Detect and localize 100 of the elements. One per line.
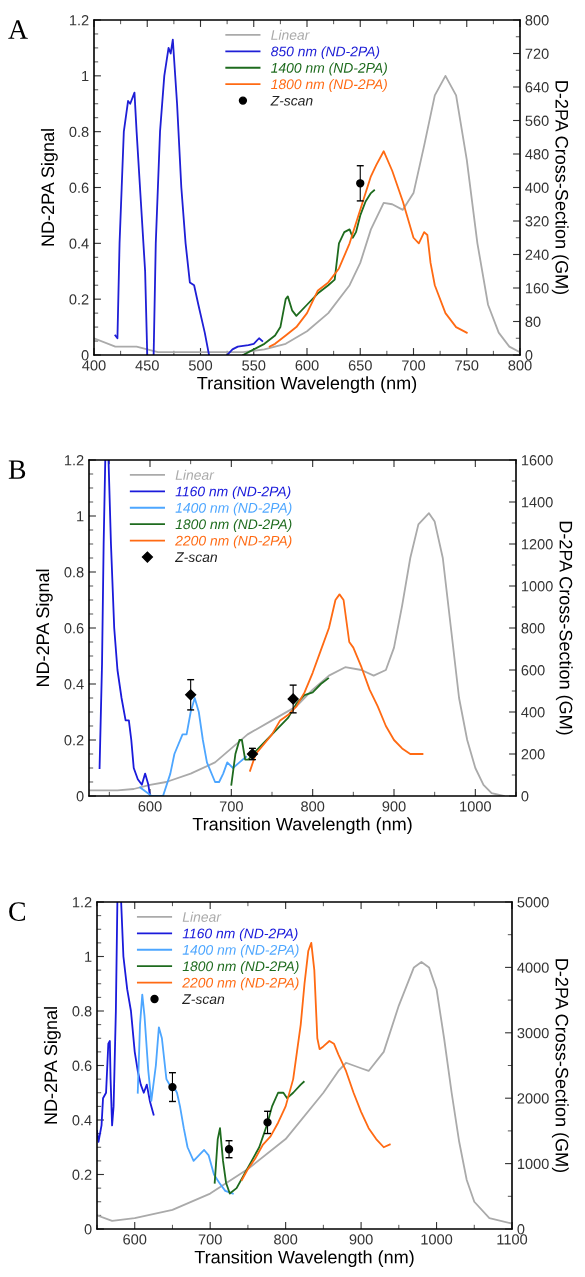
y2-tick-label: 720 bbox=[525, 48, 549, 59]
x-tick-label: 450 bbox=[135, 360, 159, 371]
chart-title: B bbox=[8, 460, 26, 479]
y-axis-title: ND-2PA Signal bbox=[35, 569, 53, 687]
y2-tick-label: 3000 bbox=[517, 1027, 549, 1039]
x-tick-label: 900 bbox=[349, 1234, 373, 1245]
y-tick-label: 0 bbox=[84, 1224, 92, 1235]
y-tick-label: 1 bbox=[82, 71, 89, 82]
y2-tick-label: 1200 bbox=[521, 539, 553, 550]
x-tick-label: 600 bbox=[295, 360, 319, 371]
y2-tick-label: 1400 bbox=[521, 497, 553, 508]
y-tick-label: 0.8 bbox=[69, 126, 89, 138]
legend-label: 2200 nm (ND-2PA) bbox=[182, 977, 299, 991]
y2-tick-label: 200 bbox=[521, 749, 545, 760]
chart-title: C bbox=[9, 902, 25, 921]
y-tick-label: 0.6 bbox=[72, 1060, 92, 1071]
x-tick-label: 700 bbox=[198, 1234, 222, 1245]
line-series bbox=[240, 941, 391, 1181]
y2-tick-label: 2000 bbox=[517, 1093, 549, 1104]
y2-tick-label: 400 bbox=[525, 182, 549, 193]
y2-tick-label: 240 bbox=[525, 249, 549, 260]
point bbox=[224, 1145, 234, 1154]
y2-tick-label: 800 bbox=[521, 623, 545, 634]
x-tick-label: 650 bbox=[348, 360, 372, 371]
y2-tick-label: 1000 bbox=[521, 581, 553, 592]
y2-tick-label: 160 bbox=[525, 283, 549, 294]
y-tick-label: 0.6 bbox=[69, 182, 89, 193]
legend-label: 1800 nm (ND-2PA) bbox=[175, 518, 292, 532]
legend-label: 850 nm (ND-2PA) bbox=[271, 46, 380, 60]
y-tick-label: 0.6 bbox=[64, 623, 84, 634]
x-tick-label: 600 bbox=[123, 1234, 147, 1245]
line-series bbox=[242, 189, 375, 355]
y2-tick-label: 1000 bbox=[517, 1158, 549, 1170]
point bbox=[185, 689, 197, 701]
legend-label: Linear bbox=[182, 911, 222, 922]
y-tick-label: 0.2 bbox=[64, 735, 84, 746]
x-axis-title: Transition Wavelength (nm) bbox=[194, 1250, 414, 1268]
x-tick-label: 400 bbox=[82, 360, 106, 371]
x-tick-label: 550 bbox=[242, 360, 266, 371]
x-tick-label: 1100 bbox=[497, 1234, 528, 1245]
y2-axis-title: D-2PA Cross-Section (GM) bbox=[555, 521, 573, 735]
legend-label: 1400 nm (ND-2PA) bbox=[182, 944, 299, 958]
y2-tick-label: 560 bbox=[525, 115, 549, 126]
legend-label: Z-scan bbox=[182, 994, 225, 1005]
x-tick-label: 800 bbox=[508, 360, 532, 371]
y2-tick-label: 480 bbox=[525, 149, 549, 160]
y2-axis-title: D-2PA Cross-Section (GM) bbox=[551, 959, 569, 1173]
legend-label: 1160 nm (ND-2PA) bbox=[182, 928, 298, 942]
line-series bbox=[213, 1080, 305, 1195]
y-axis-title: ND-2PA Signal bbox=[43, 1007, 61, 1124]
legend-label: Z-scan bbox=[174, 552, 218, 563]
point bbox=[263, 1118, 272, 1127]
y2-tick-label: 80 bbox=[525, 316, 541, 327]
legend-label: 1400 nm (ND-2PA) bbox=[271, 62, 387, 76]
x-axis-title: Transition Wavelength (nm) bbox=[192, 817, 412, 835]
y2-tick-label: 5000 bbox=[517, 897, 549, 908]
line-series bbox=[268, 150, 468, 348]
y2-axis-title: D-2PA Cross-Section (GM) bbox=[551, 81, 569, 295]
x-axis-title: Transition Wavelength (nm) bbox=[197, 376, 417, 394]
y-tick-label: 0.8 bbox=[64, 567, 84, 578]
x-tick-label: 600 bbox=[138, 801, 162, 812]
line-series bbox=[136, 993, 234, 1195]
y-tick-label: 0.2 bbox=[72, 1169, 92, 1180]
x-tick-label: 700 bbox=[219, 801, 243, 812]
y-tick-label: 0.2 bbox=[69, 294, 89, 305]
legend-label: 2200 nm (ND-2PA) bbox=[175, 535, 292, 549]
y2-tick-label: 400 bbox=[521, 707, 545, 718]
y-tick-label: 0 bbox=[76, 791, 84, 802]
y-tick-label: 1 bbox=[77, 511, 84, 522]
y-tick-label: 0.8 bbox=[72, 1006, 92, 1017]
y2-tick-label: 0 bbox=[517, 1224, 525, 1235]
x-tick-label: 750 bbox=[455, 360, 479, 371]
point bbox=[168, 1082, 177, 1092]
x-tick-label: 1000 bbox=[421, 1234, 453, 1245]
y2-tick-label: 320 bbox=[525, 216, 549, 227]
x-tick-label: 1000 bbox=[460, 801, 491, 812]
x-tick-label: 900 bbox=[382, 801, 406, 812]
y-tick-label: 1.2 bbox=[69, 15, 89, 26]
y2-tick-label: 1600 bbox=[521, 455, 553, 466]
y-tick-label: 0.4 bbox=[69, 238, 89, 249]
x-tick-label: 700 bbox=[402, 360, 426, 371]
x-tick-label: 800 bbox=[274, 1234, 298, 1245]
y-tick-label: 1.2 bbox=[72, 897, 92, 908]
y-tick-label: 1 bbox=[85, 951, 92, 962]
legend-label: Linear bbox=[271, 29, 310, 40]
legend-label: Z-scan bbox=[270, 95, 313, 106]
y-tick-label: 0 bbox=[81, 350, 89, 361]
y2-tick-label: 600 bbox=[521, 665, 545, 676]
y2-tick-label: 0 bbox=[521, 791, 529, 802]
y-axis-title: ND-2PA Signal bbox=[40, 129, 58, 246]
y-tick-label: 0.4 bbox=[72, 1115, 92, 1126]
y2-tick-label: 4000 bbox=[517, 962, 549, 973]
x-tick-label: 500 bbox=[188, 360, 213, 371]
y-tick-label: 1.2 bbox=[64, 455, 84, 466]
y2-tick-label: 640 bbox=[525, 82, 549, 93]
legend-label: Linear bbox=[175, 469, 215, 480]
legend-label: 1160 nm (ND-2PA) bbox=[175, 486, 291, 500]
legend-label: 1400 nm (ND-2PA) bbox=[175, 502, 292, 516]
line-series bbox=[230, 677, 330, 786]
point bbox=[287, 693, 299, 705]
